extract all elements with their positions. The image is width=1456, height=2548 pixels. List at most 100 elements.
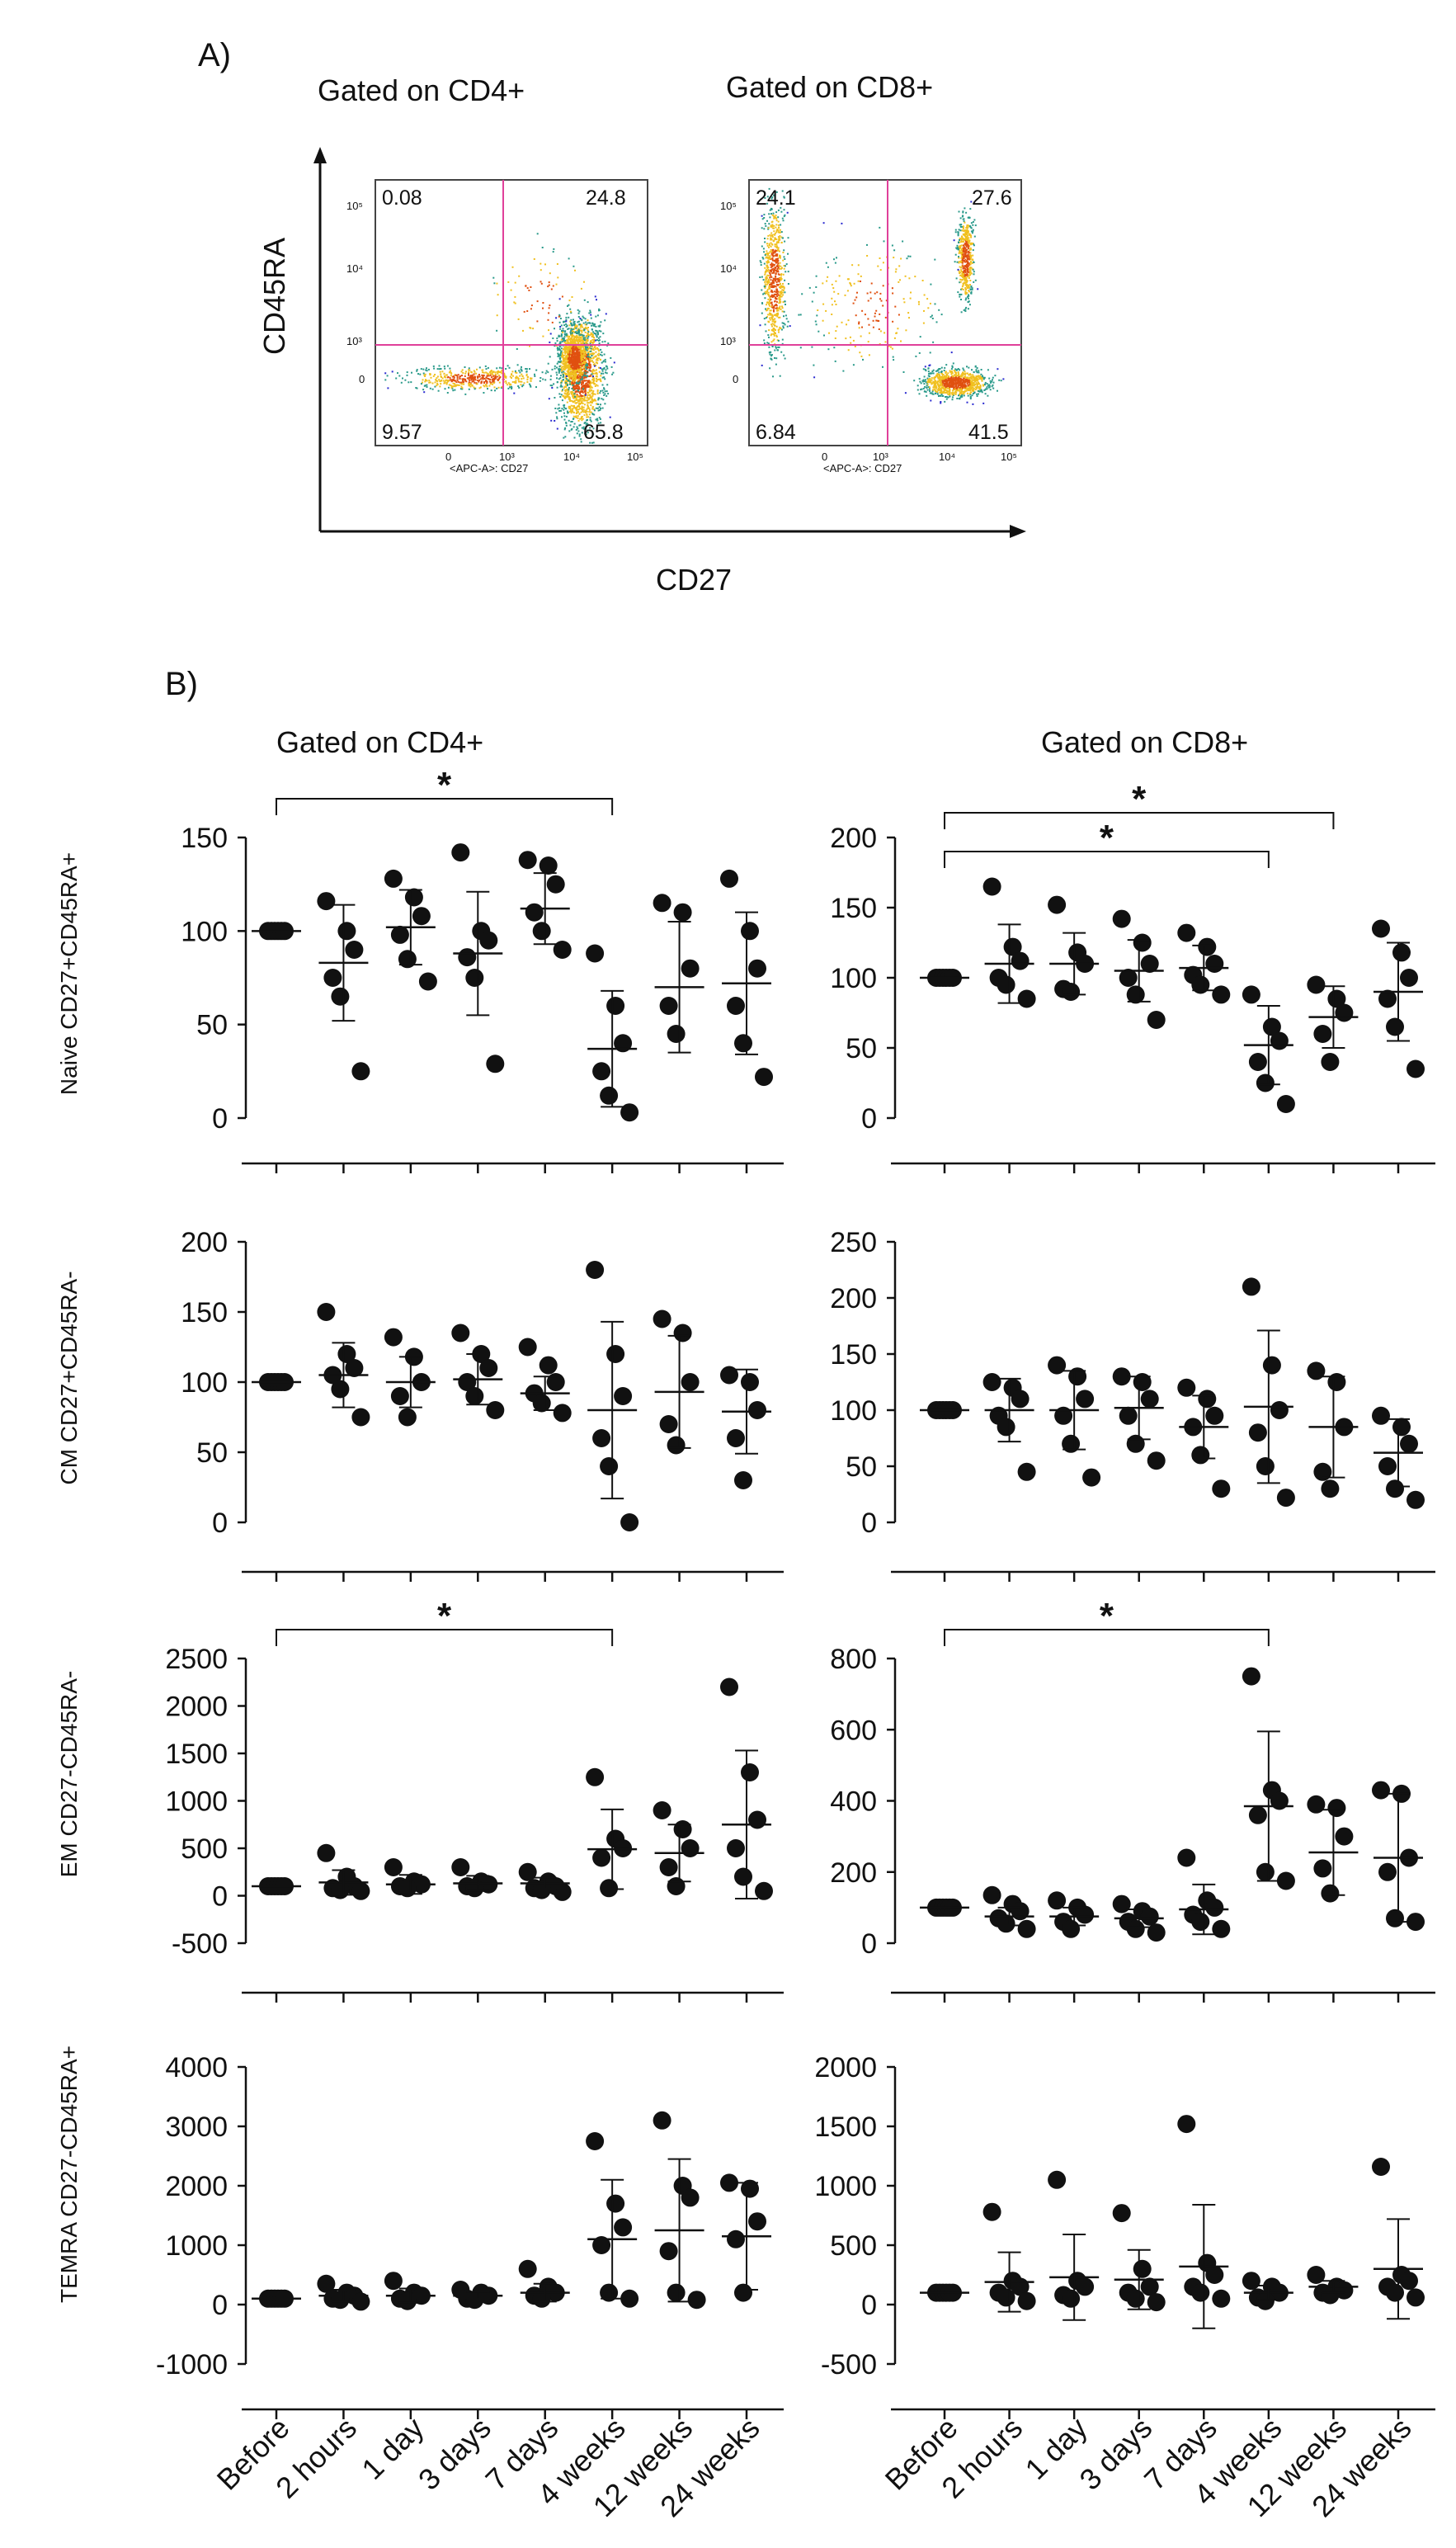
flow-event-dot <box>572 354 574 356</box>
flow-event-dot <box>773 217 775 219</box>
flow-event-dot <box>573 356 576 358</box>
flow-event-dot <box>964 229 966 232</box>
flow-event-dot <box>978 390 981 393</box>
flow-event-dot <box>967 224 969 227</box>
flow-event-dot <box>765 308 766 310</box>
flow-event-dot <box>525 375 528 376</box>
flow-event-dot <box>602 372 605 375</box>
flow-event-dot <box>955 391 958 394</box>
flow-event-dot <box>957 233 959 235</box>
flow-event-dot <box>970 388 972 390</box>
flow-event-dot <box>938 309 940 311</box>
flow-event-dot <box>771 315 774 318</box>
flow-event-dot <box>498 376 501 379</box>
flow-event-dot <box>773 227 775 229</box>
flow-event-dot <box>384 379 387 381</box>
flow-event-dot <box>496 387 498 389</box>
flow-event-dot <box>954 391 957 393</box>
flow-event-dot <box>988 386 990 389</box>
flow-event-dot <box>490 370 492 371</box>
flow-event-dot <box>926 377 929 380</box>
flow-event-dot <box>940 366 943 369</box>
flow-event-dot <box>564 436 567 438</box>
flow-event-dot <box>769 256 771 258</box>
flow-event-dot <box>565 384 568 386</box>
flow-event-dot <box>592 381 595 383</box>
flow-event-dot <box>561 389 563 392</box>
flow-event-dot <box>957 378 959 380</box>
flow-event-dot <box>610 366 613 368</box>
flow-event-dot <box>526 310 529 312</box>
flow-event-dot <box>962 249 964 252</box>
flow-event-dot <box>567 304 568 307</box>
flow-event-dot <box>572 335 574 337</box>
flow-event-dot <box>783 215 785 218</box>
flow-event-dot <box>776 229 779 230</box>
flow-event-dot <box>779 294 781 296</box>
flow-event-dot <box>599 336 601 338</box>
flow-event-dot <box>951 372 954 375</box>
flow-event-dot <box>775 334 778 337</box>
flow-event-dot <box>563 357 566 360</box>
flow-event-dot <box>428 380 431 382</box>
flow-event-dot <box>768 321 770 323</box>
flow-event-dot <box>520 384 522 386</box>
flow-event-dot <box>591 328 593 331</box>
flow-event-dot <box>953 384 955 386</box>
flow-event-dot <box>575 346 577 348</box>
flow-event-dot <box>774 356 775 359</box>
flow-event-dot <box>584 370 587 373</box>
flow-event-dot <box>486 382 488 385</box>
flow-event-dot <box>587 348 589 351</box>
flow-event-dot <box>967 389 968 391</box>
flow-event-dot <box>589 408 591 411</box>
flow-event-dot <box>564 330 567 333</box>
flow-event-dot <box>586 382 588 385</box>
flow-event-dot <box>595 351 597 353</box>
flow-event-dot <box>567 412 569 414</box>
flow-event-dot <box>594 339 596 342</box>
flow-event-dot <box>569 399 572 402</box>
flow-event-dot <box>924 385 926 388</box>
flow-event-dot <box>591 338 594 341</box>
flow-event-dot <box>964 284 967 286</box>
flow-event-dot <box>965 389 968 392</box>
flow-event-dot <box>584 366 587 369</box>
flow-event-dot <box>558 407 561 409</box>
flow-event-dot <box>982 378 985 380</box>
flow-event-dot <box>767 278 770 281</box>
flow-event-dot <box>961 272 964 275</box>
flow-event-dot <box>774 324 775 327</box>
flow-event-dot <box>600 321 602 323</box>
flow-event-dot <box>511 381 514 383</box>
flow-event-dot <box>576 381 578 384</box>
flow-event-dot <box>562 366 564 368</box>
flow-event-dot <box>557 349 559 352</box>
flow-event-dot <box>960 226 963 228</box>
flow-event-dot <box>576 324 578 327</box>
flow-event-dot <box>574 366 577 368</box>
flow-event-dot <box>766 262 769 264</box>
flow-event-dot <box>578 424 581 427</box>
flow-event-dot <box>822 303 825 305</box>
flow-event-dot <box>763 339 766 342</box>
flow-event-dot <box>877 319 879 322</box>
flow-event-dot <box>591 406 594 408</box>
flow-event-dot <box>587 394 589 396</box>
flow-event-dot <box>564 345 567 347</box>
flow-event-dot <box>420 383 422 385</box>
flow-event-dot <box>784 300 786 303</box>
flow-event-dot <box>601 351 603 353</box>
flow-event-dot <box>904 392 907 394</box>
flow-event-dot <box>561 341 563 343</box>
flow-event-dot <box>770 306 773 309</box>
flow-event-dot <box>444 380 446 383</box>
flow-event-dot <box>766 238 769 240</box>
flow-event-dot <box>485 380 488 383</box>
flow-event-dot <box>572 356 574 359</box>
flow-event-dot <box>958 394 959 397</box>
flow-event-dot <box>780 274 782 276</box>
flow-event-dot <box>582 352 585 354</box>
flow-event-dot <box>891 244 893 247</box>
flow-event-dot <box>566 361 568 363</box>
